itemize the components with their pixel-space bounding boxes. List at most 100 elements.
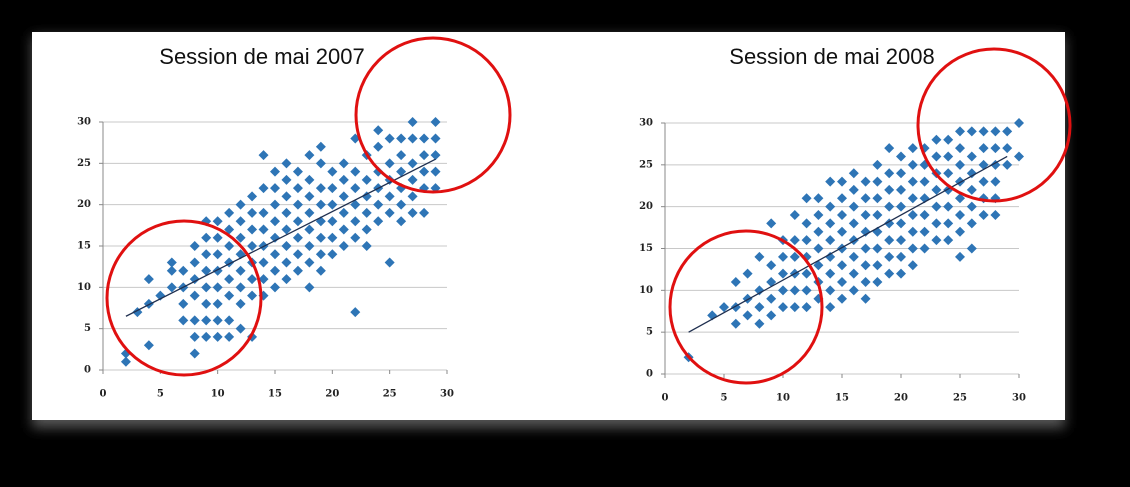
point	[907, 226, 918, 237]
point	[361, 207, 372, 218]
point	[837, 276, 847, 287]
point	[837, 293, 847, 304]
point	[1002, 126, 1013, 137]
point	[270, 282, 280, 293]
point	[872, 159, 883, 170]
point	[860, 176, 871, 187]
point	[943, 201, 954, 212]
point	[201, 282, 212, 293]
point	[955, 126, 965, 137]
point	[896, 184, 906, 195]
point	[189, 315, 200, 326]
point	[361, 191, 372, 202]
point	[884, 143, 895, 154]
point	[373, 216, 384, 227]
point	[766, 218, 777, 229]
point	[247, 241, 258, 251]
point	[872, 260, 883, 271]
point	[430, 133, 441, 144]
point	[189, 274, 200, 285]
point	[361, 224, 372, 235]
point	[884, 235, 895, 246]
point	[407, 207, 418, 218]
point	[978, 210, 989, 221]
point	[419, 207, 430, 218]
point	[837, 226, 847, 237]
point	[943, 218, 954, 229]
point	[919, 243, 930, 254]
point	[189, 257, 200, 268]
x-tick-label: 20	[325, 389, 339, 400]
point	[258, 207, 269, 218]
point	[166, 257, 177, 268]
point	[281, 257, 292, 268]
point	[281, 158, 292, 169]
point	[978, 126, 989, 137]
point	[281, 191, 292, 202]
point	[350, 232, 361, 243]
point	[166, 282, 177, 293]
point	[270, 265, 280, 276]
point	[212, 249, 223, 260]
point	[419, 150, 430, 161]
point	[407, 133, 418, 144]
point	[860, 276, 871, 287]
point	[430, 166, 441, 177]
point	[778, 251, 788, 262]
plots: Session de mai 2007 0 5 10 15 20 25 30 0 5 10 15 20 2…	[77, 44, 1026, 404]
point	[143, 340, 154, 351]
trendline	[125, 158, 436, 317]
point	[931, 201, 942, 212]
point	[212, 298, 223, 309]
point	[907, 143, 918, 154]
point	[837, 176, 847, 187]
chart-title: Session de mai 2007	[159, 44, 364, 69]
point	[315, 158, 326, 169]
point	[327, 249, 338, 260]
point	[943, 168, 954, 179]
point	[919, 176, 930, 187]
point	[931, 151, 942, 162]
point	[315, 199, 326, 210]
point	[304, 224, 315, 235]
point	[1014, 118, 1024, 128]
point	[907, 260, 918, 271]
point	[258, 257, 269, 268]
point	[407, 174, 418, 185]
point	[789, 210, 800, 221]
point	[907, 193, 918, 204]
point	[361, 241, 372, 251]
point	[327, 216, 338, 227]
point	[789, 251, 800, 262]
point	[338, 224, 349, 235]
y-tick-label: 30	[77, 117, 91, 128]
point	[304, 207, 315, 218]
point	[931, 235, 942, 246]
point	[396, 133, 407, 144]
y-tick-label: 20	[77, 199, 91, 210]
point	[848, 218, 859, 229]
point	[315, 141, 326, 152]
point	[848, 251, 859, 262]
point	[338, 191, 349, 202]
x-tick-label: 5	[721, 393, 728, 404]
x-tick-label: 5	[157, 389, 164, 400]
y-tick-label: 10	[639, 285, 653, 296]
point	[789, 302, 800, 313]
point	[860, 226, 871, 237]
point	[419, 133, 430, 144]
x-tick-label: 0	[100, 389, 107, 400]
highlight-circle	[354, 36, 512, 194]
point	[281, 224, 292, 235]
point	[212, 331, 223, 342]
point	[955, 226, 965, 237]
point	[258, 150, 269, 161]
point	[292, 216, 303, 227]
point	[212, 216, 223, 227]
point	[872, 176, 883, 187]
point	[955, 251, 965, 262]
point	[825, 302, 836, 313]
point	[931, 134, 942, 145]
point	[907, 243, 918, 254]
point	[224, 241, 235, 251]
